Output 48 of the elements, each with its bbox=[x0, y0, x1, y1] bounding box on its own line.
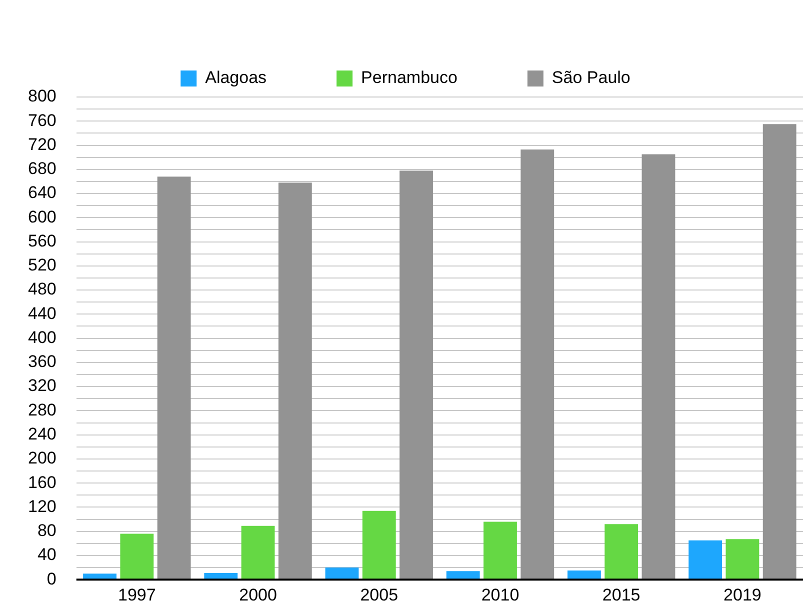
bar bbox=[204, 572, 238, 580]
bar bbox=[325, 568, 359, 580]
y-tick-label: 400 bbox=[28, 328, 56, 347]
y-tick-label: 560 bbox=[28, 231, 56, 250]
x-tick-label: 1997 bbox=[118, 585, 156, 604]
bar bbox=[604, 524, 638, 580]
bar bbox=[157, 176, 191, 580]
x-tick-label: 2005 bbox=[360, 585, 398, 604]
bar bbox=[278, 182, 312, 580]
bar bbox=[726, 539, 760, 580]
y-tick-label: 280 bbox=[28, 400, 56, 420]
y-tick-label: 680 bbox=[28, 159, 56, 178]
y-tick-label: 480 bbox=[28, 280, 56, 299]
y-tick-label: 440 bbox=[28, 304, 56, 323]
bar bbox=[400, 170, 433, 580]
bar bbox=[241, 526, 275, 580]
legend-label: Pernambuco bbox=[361, 68, 458, 88]
bar bbox=[484, 522, 517, 580]
y-tick-label: 200 bbox=[28, 448, 56, 468]
bar bbox=[520, 149, 554, 580]
y-tick-label: 160 bbox=[28, 472, 56, 492]
y-tick-label: 360 bbox=[28, 352, 56, 372]
bar bbox=[642, 154, 676, 580]
bar bbox=[120, 534, 154, 580]
x-tick-label: 2019 bbox=[724, 585, 762, 604]
legend-label: São Paulo bbox=[552, 68, 630, 88]
y-tick-label: 240 bbox=[28, 424, 56, 444]
x-tick-label: 2015 bbox=[602, 585, 640, 604]
legend-label: Alagoas bbox=[205, 68, 267, 88]
bar bbox=[83, 574, 116, 580]
y-tick-label: 120 bbox=[28, 496, 56, 516]
bar bbox=[362, 510, 396, 580]
y-tick-label: 760 bbox=[28, 110, 56, 130]
y-tick-label: 600 bbox=[28, 207, 56, 226]
bar bbox=[567, 570, 601, 580]
x-tick-label: 2000 bbox=[239, 585, 277, 604]
x-tick-label: 2010 bbox=[481, 585, 520, 604]
y-tick-label: 640 bbox=[28, 183, 56, 202]
bar bbox=[762, 124, 796, 580]
y-tick-label: 800 bbox=[28, 86, 56, 106]
bar bbox=[446, 571, 480, 580]
y-tick-label: 80 bbox=[37, 521, 56, 540]
y-tick-label: 320 bbox=[28, 376, 56, 396]
bar bbox=[688, 540, 722, 580]
y-tick-label: 40 bbox=[37, 545, 56, 564]
y-tick-label: 520 bbox=[28, 256, 56, 275]
y-tick-label: 720 bbox=[28, 134, 56, 154]
y-tick-label: 0 bbox=[46, 569, 56, 588]
